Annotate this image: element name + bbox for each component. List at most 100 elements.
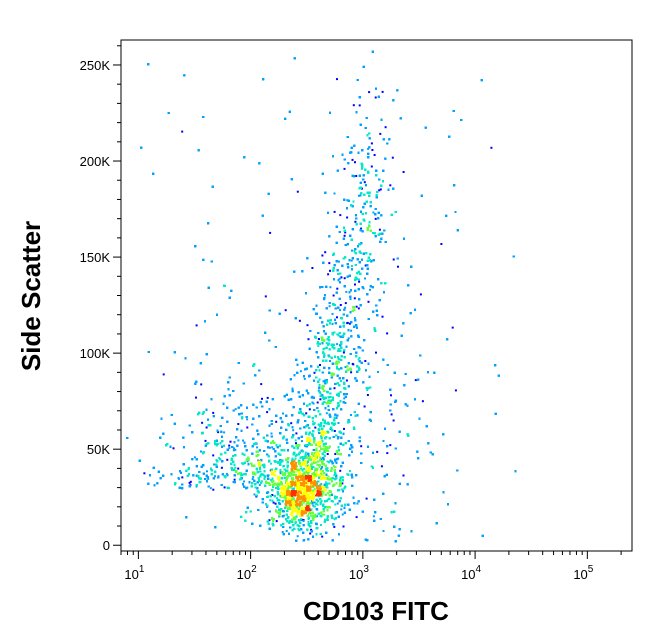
data-point [490,146,493,149]
data-point [336,374,339,377]
data-point [335,416,338,419]
data-point [372,310,375,313]
data-point [336,414,339,417]
data-point [292,434,295,437]
data-point [332,408,335,411]
data-point [396,89,399,92]
data-point [308,347,311,350]
data-point [242,439,244,442]
data-point [299,408,302,411]
data-point [347,503,350,506]
data-point [392,187,395,190]
data-point [360,462,363,464]
data-point [295,358,298,361]
data-point [351,450,353,453]
data-point [379,240,382,243]
data-point [147,351,150,353]
data-point [310,528,313,531]
data-point [349,447,352,450]
data-point [354,220,357,223]
data-point [382,358,385,361]
data-point [338,260,340,263]
data-point [321,254,324,257]
data-point [373,519,376,522]
data-point [398,528,401,531]
data-point [324,294,326,297]
data-point [363,181,366,184]
data-point [237,406,240,409]
data-point [336,502,339,505]
data-point [228,447,231,450]
data-point [223,486,226,489]
data-point [228,296,231,299]
data-point [454,389,457,392]
data-point [351,228,354,231]
data-point [389,409,392,412]
data-point [188,481,191,484]
data-point [223,431,226,434]
data-point [396,257,399,260]
data-point [319,286,321,289]
data-point [293,57,296,60]
data-point [319,364,321,366]
data-point [162,432,165,435]
data-point [289,378,292,381]
data-point [512,255,515,258]
data-point [452,110,455,112]
data-point [349,234,352,237]
data-point [330,376,333,379]
data-point [246,418,249,421]
data-point [370,260,373,263]
data-point [329,269,331,272]
data-point [356,502,359,505]
data-point [359,229,362,232]
data-point [374,235,377,238]
data-point [344,402,347,404]
data-point [329,111,331,114]
data-point [406,483,409,486]
data-point [368,375,371,378]
data-point [202,472,205,475]
data-point [221,416,224,419]
data-point [344,231,347,234]
data-point [381,90,384,93]
data-point [361,230,364,233]
data-point [356,370,359,373]
data-point [335,291,338,294]
data-point [375,87,377,90]
data-point [243,441,246,444]
data-point [366,264,369,267]
data-point [243,480,245,483]
data-point [253,493,256,496]
data-point [261,498,264,501]
data-point [204,320,206,323]
data-point [378,299,381,302]
data-point [301,440,303,443]
data-point [233,441,236,444]
data-point [356,258,359,261]
data-point [389,184,392,187]
data-point [275,414,278,417]
data-point [269,231,272,234]
data-point [398,430,401,433]
data-point [200,383,203,386]
data-point [376,314,379,317]
data-point [383,475,386,478]
data-point [336,316,338,319]
data-point [392,419,395,422]
data-point [460,119,463,121]
plot-background [121,40,632,551]
data-point [268,519,271,522]
data-point [205,353,208,356]
data-point [374,208,377,210]
data-point [341,482,344,485]
data-point [257,509,260,511]
data-point [334,413,337,416]
data-point [285,438,288,441]
data-point [282,412,284,415]
data-point [294,317,297,320]
data-point [329,459,332,462]
data-point [324,191,327,194]
data-point [258,415,261,418]
data-point [343,427,345,430]
